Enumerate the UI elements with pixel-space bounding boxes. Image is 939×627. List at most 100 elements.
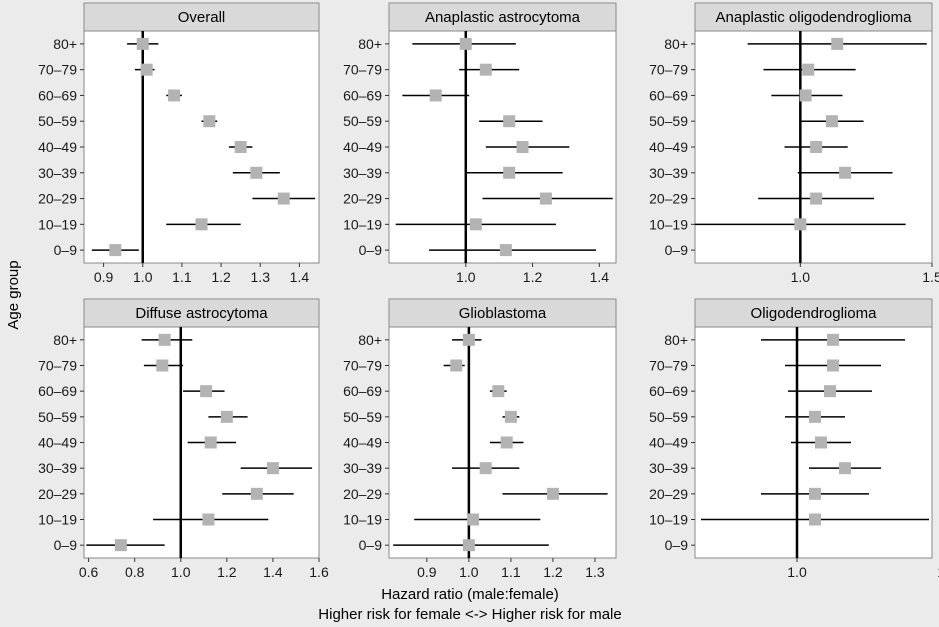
point-estimate [168, 89, 181, 102]
x-tick-label: 1.2 [543, 564, 563, 580]
y-tick-label: 0–9 [359, 537, 383, 553]
y-tick-label: 10–19 [38, 512, 77, 528]
point-estimate [136, 37, 149, 50]
point-estimate [195, 218, 208, 231]
y-tick-label: 80+ [358, 332, 382, 348]
x-tick-label: 1.5 [937, 564, 939, 580]
data-marks [695, 37, 927, 231]
y-tick-label: 60–69 [38, 87, 77, 103]
y-tick-label: 0–9 [54, 242, 78, 258]
point-estimate [156, 359, 169, 372]
point-estimate [114, 539, 127, 552]
point-estimate [462, 333, 475, 346]
y-tick-label: 20–29 [343, 191, 382, 207]
data-marks [91, 37, 316, 257]
y-tick-label: 60–69 [649, 87, 688, 103]
x-tick-label: 1.0 [171, 564, 191, 580]
point-estimate [503, 115, 516, 128]
y-tick-label: 70–79 [343, 62, 382, 78]
point-estimate [546, 487, 559, 500]
x-tick-label: 0.9 [94, 269, 114, 285]
point-estimate [429, 89, 442, 102]
point-estimate [250, 166, 263, 179]
x-tick-label: 0.6 [79, 564, 99, 580]
point-estimate [503, 166, 516, 179]
y-tick-label: 0–9 [54, 537, 78, 553]
figure-subtitle: Higher risk for female <-> Higher risk f… [318, 606, 621, 623]
x-tick-label: 1.4 [263, 564, 283, 580]
panel: Anaplastic astrocytoma 80+ 70–79 60–69 50–59… [343, 2, 617, 285]
panel-strip [388, 2, 617, 32]
point-estimate [810, 192, 823, 205]
y-tick-label: 40–49 [343, 139, 382, 155]
data-marks [395, 37, 613, 257]
panel: Oligodendroglioma 80+ 70–79 60–69 50–59 40–49… [649, 298, 939, 580]
point-estimate [202, 513, 215, 526]
y-tick-label: 30–39 [38, 460, 77, 476]
point-estimate [467, 513, 480, 526]
point-estimate [469, 218, 482, 231]
y-tick-label: 10–19 [649, 216, 688, 232]
point-estimate [479, 462, 492, 475]
x-tick-label: 1.0 [456, 269, 476, 285]
point-estimate [109, 244, 122, 257]
point-estimate [809, 487, 821, 500]
panel-strip [83, 2, 320, 32]
point-estimate [266, 462, 279, 475]
point-estimate [810, 141, 823, 153]
point-estimate [500, 436, 513, 449]
point-estimate [140, 63, 153, 76]
panel-title: Overall [178, 9, 226, 26]
y-tick-label: 30–39 [38, 165, 77, 181]
panel-title: Oligodendroglioma [751, 305, 878, 322]
point-estimate [220, 410, 233, 423]
y-tick-label: 20–29 [38, 191, 77, 207]
y-tick-label: 20–29 [649, 486, 688, 502]
panel: Glioblastoma 80+ 70–79 60–69 50–59 40–49 30–39… [343, 298, 617, 580]
y-tick-label: 30–39 [343, 165, 382, 181]
panel-title: Glioblastoma [459, 305, 547, 322]
y-tick-label: 10–19 [649, 512, 688, 528]
y-tick-label: 40–49 [649, 435, 688, 451]
y-tick-label: 80+ [358, 36, 382, 52]
point-estimate [499, 244, 512, 257]
point-estimate [459, 37, 472, 50]
data-marks [701, 333, 929, 526]
x-tick-label: 1.4 [290, 269, 310, 285]
y-tick-label: 50–59 [343, 113, 382, 129]
panel-title: Anaplastic oligodendroglioma [716, 9, 913, 26]
x-tick-label: 0.9 [417, 564, 437, 580]
y-tick-label: 50–59 [649, 409, 688, 425]
panel-strip [388, 298, 617, 328]
y-tick-label: 80+ [53, 332, 77, 348]
y-tick-label: 30–39 [649, 165, 688, 181]
point-estimate [809, 410, 821, 423]
y-tick-label: 40–49 [38, 435, 77, 451]
y-tick-label: 50–59 [343, 409, 382, 425]
x-axis-title: Hazard ratio (male:female) [381, 586, 559, 603]
data-marks [86, 333, 313, 552]
point-estimate [234, 141, 247, 153]
panel-strip [83, 298, 320, 328]
panel: Diffuse astrocytoma 80+ 70–79 60–69 50–59 40–… [38, 298, 329, 580]
y-tick-label: 10–19 [343, 512, 382, 528]
y-tick-label: 20–29 [343, 486, 382, 502]
y-tick-label: 80+ [53, 36, 77, 52]
panel: Anaplastic oligodendroglioma 80+ 70–79 60–6… [649, 2, 939, 285]
data-marks [393, 333, 608, 552]
panels: Overall 80+ 70–79 60–69 50–59 40–49 30–39 20–29… [38, 2, 939, 580]
x-tick-label: 1.0 [133, 269, 153, 285]
y-tick-label: 0–9 [665, 537, 689, 553]
y-tick-label: 70–79 [343, 358, 382, 374]
x-tick-label: 1.0 [459, 564, 479, 580]
x-tick-label: 1.2 [211, 269, 231, 285]
panel: Overall 80+ 70–79 60–69 50–59 40–49 30–39 20–29… [38, 2, 320, 285]
x-tick-label: 1.2 [217, 564, 237, 580]
point-estimate [203, 115, 216, 128]
y-tick-label: 20–29 [649, 191, 688, 207]
point-estimate [516, 141, 529, 153]
point-estimate [158, 333, 171, 346]
x-tick-label: 1.6 [309, 564, 329, 580]
point-estimate [250, 487, 263, 500]
